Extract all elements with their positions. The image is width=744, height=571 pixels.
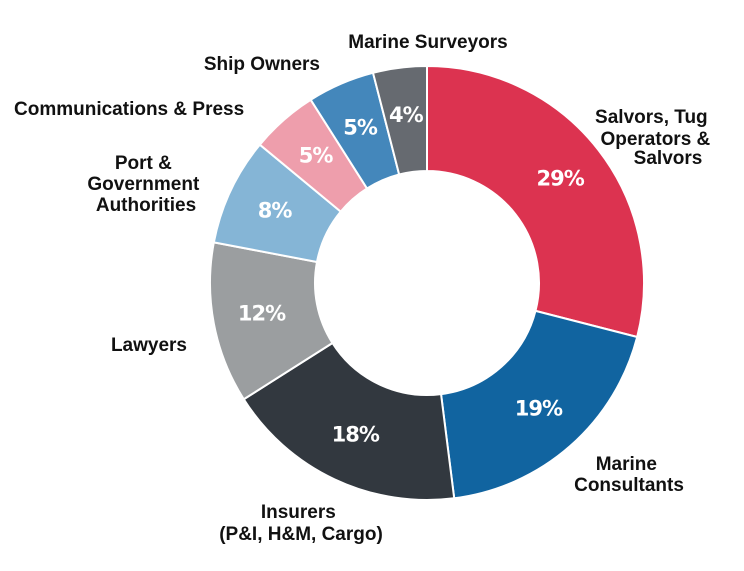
percent-label-lawyers: 12%	[238, 302, 286, 326]
slice-salvors-tug-operators-salvors	[426, 64, 645, 339]
slice-marine-consultants	[439, 309, 639, 500]
slice-marine-surveyors	[371, 64, 428, 176]
slice-insurers-p-i-h-m-cargo	[242, 341, 456, 501]
category-label-insurers: Insurers (P&I, H&M, Cargo)	[219, 502, 383, 545]
percent-label-marine-surveyors: 4%	[389, 103, 424, 127]
category-label-marine-consultants: Marine Consultants	[574, 454, 684, 496]
category-label-port-government: Port & Government Authorities	[87, 153, 204, 216]
category-label-marine-surveyors: Marine Surveyors	[348, 32, 507, 53]
percent-label-marine-consultants: 19%	[515, 396, 563, 420]
category-label-communications-press: Communications & Press	[14, 99, 244, 120]
percent-label-ship-owners: 5%	[343, 115, 378, 139]
category-label-ship-owners: Ship Owners	[204, 54, 320, 75]
category-label-salvors: Salvors, Tug Operators & Salvors	[595, 107, 716, 169]
category-label-lawyers: Lawyers	[111, 335, 187, 356]
slices-group	[209, 64, 645, 501]
percent-label-insurers-p-i-h-m-cargo: 18%	[332, 422, 380, 446]
category-labels-group: Salvors, Tug Operators & Salvors Marine …	[14, 32, 716, 545]
percent-label-port-government-authorities: 8%	[258, 198, 293, 222]
percent-label-communications-press: 5%	[299, 144, 334, 168]
percent-label-salvors-tug-operators-salvors: 29%	[537, 167, 585, 191]
percent-labels-group: 29% 19% 18% 12% 8% 5% 5% 4%	[238, 103, 586, 447]
